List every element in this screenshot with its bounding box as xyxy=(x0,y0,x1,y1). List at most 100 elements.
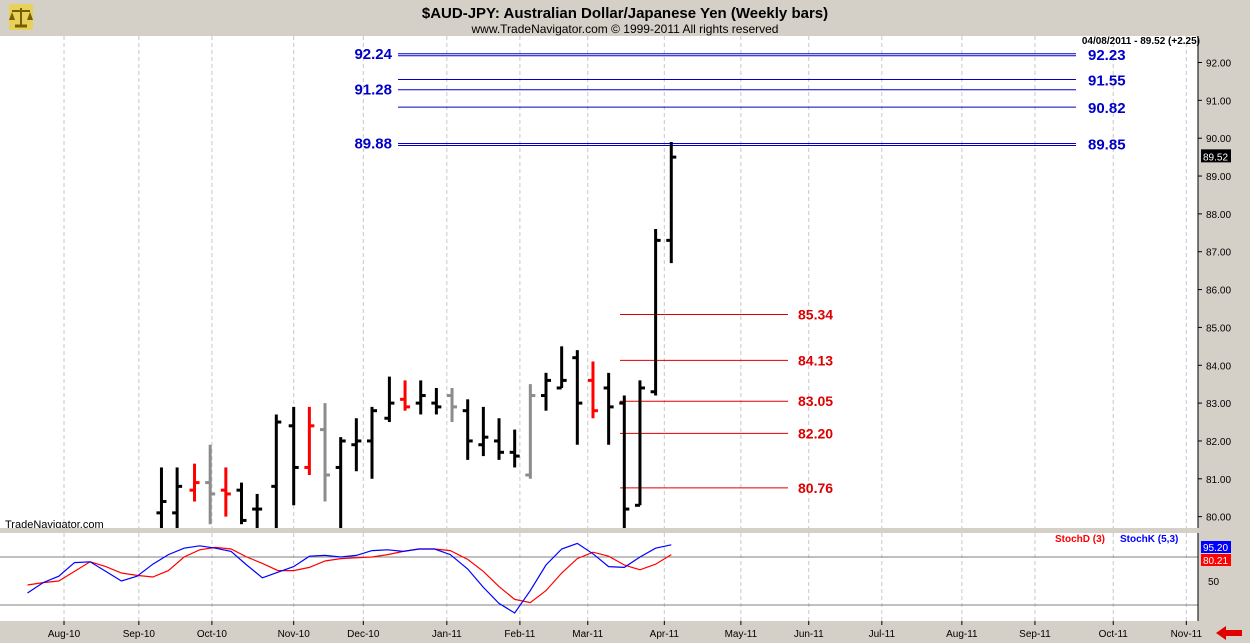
x-tick-label: Jun-11 xyxy=(794,629,824,640)
fib-label-red: 85.34 xyxy=(798,307,833,323)
price-bar xyxy=(320,403,331,502)
price-bar xyxy=(509,429,520,468)
y-tick-label: 86.00 xyxy=(1206,286,1231,297)
stochastic-plot-area[interactable] xyxy=(0,533,1198,621)
x-tick-label: Mar-11 xyxy=(572,629,603,640)
price-bar xyxy=(587,361,598,419)
price-bar xyxy=(400,380,411,411)
x-tick-label: Dec-10 xyxy=(347,629,380,640)
price-axis: 80.00 81.00 82.00 83.00 84.00 85.00 86.00 87.00… xyxy=(1197,36,1231,528)
price-bar xyxy=(189,463,200,502)
price-bar xyxy=(156,467,167,528)
stochastic-lines xyxy=(27,542,672,614)
title-bar xyxy=(0,0,1250,36)
stochastic-axis: 50 StochD (3) StochK (5,3) 95.20 80.21 xyxy=(1055,533,1231,621)
fib-label-red: 84.13 xyxy=(798,352,833,368)
pane-splitter[interactable] xyxy=(0,528,1250,533)
price-bar xyxy=(572,350,583,445)
stoch-series-line xyxy=(27,546,672,604)
x-tick-label: Oct-10 xyxy=(197,629,227,640)
price-bar xyxy=(304,406,315,476)
price-bar xyxy=(541,372,551,411)
fibonacci-levels: 92.24 92.23 91.55 91.28 90.82 89.88 89.85 85.34… xyxy=(354,46,1125,496)
fib-label-left: 91.28 xyxy=(354,82,392,99)
price-bar xyxy=(415,380,426,415)
fib-label-red: 80.76 xyxy=(798,480,833,496)
x-tick-label: Nov-11 xyxy=(1171,629,1203,640)
chart-subtitle: www.TradeNavigator.com © 1999-2011 All r… xyxy=(471,22,779,36)
price-bar xyxy=(634,380,645,507)
price-bar xyxy=(205,444,216,525)
y-tick-label: 87.00 xyxy=(1206,248,1231,259)
price-bar xyxy=(478,406,489,457)
stoch-series-line xyxy=(27,542,672,614)
fib-label-right: 92.23 xyxy=(1088,47,1126,64)
price-grid xyxy=(63,36,1187,528)
price-bar xyxy=(252,493,263,528)
stochk-value-label: 95.20 xyxy=(1203,543,1228,554)
y-tick-label: 83.00 xyxy=(1206,399,1231,410)
price-bar xyxy=(619,395,630,528)
last-price-marker xyxy=(1201,149,1231,163)
price-bar xyxy=(172,467,183,528)
stochk-value-marker xyxy=(1201,541,1231,553)
price-bar xyxy=(367,406,377,479)
stoch-y-label: 50 xyxy=(1208,577,1220,588)
stochd-value-label: 80.21 xyxy=(1203,556,1228,567)
x-tick-label: Jul-11 xyxy=(869,629,896,640)
price-bar xyxy=(271,414,282,528)
y-tick-label: 81.00 xyxy=(1206,475,1231,486)
price-bar xyxy=(447,387,458,423)
price-bar xyxy=(384,376,395,423)
price-bar xyxy=(288,406,299,506)
y-tick-label: 88.00 xyxy=(1206,210,1231,221)
x-tick-label: Sep-11 xyxy=(1019,629,1051,640)
price-bar xyxy=(650,229,661,396)
price-bar xyxy=(556,346,567,390)
left-arrow-icon[interactable] xyxy=(1212,625,1246,641)
x-tick-label: Aug-10 xyxy=(48,629,81,640)
fib-label-red: 82.20 xyxy=(798,425,833,441)
price-bar xyxy=(335,437,346,528)
price-bar xyxy=(236,482,247,525)
x-tick-label: Jan-11 xyxy=(432,629,462,640)
time-axis: Aug-10 Sep-10 Oct-10 Nov-10 Dec-10 Jan-11 Feb-… xyxy=(48,621,1203,640)
x-tick-label: Feb-11 xyxy=(504,629,535,640)
y-tick-label: 89.00 xyxy=(1206,172,1231,183)
y-tick-label: 85.00 xyxy=(1206,323,1231,334)
x-tick-label: Apr-11 xyxy=(650,629,680,640)
y-tick-label: 90.00 xyxy=(1206,134,1231,145)
price-bar xyxy=(666,141,677,264)
legend-stochd: StochD (3) xyxy=(1055,534,1105,545)
price-bar xyxy=(431,387,442,415)
price-plot-area[interactable] xyxy=(0,36,1198,528)
price-bar xyxy=(603,372,614,445)
price-bar xyxy=(351,418,362,472)
fib-label-right: 89.85 xyxy=(1088,136,1126,153)
price-bar xyxy=(220,467,231,517)
y-tick-label: 80.00 xyxy=(1206,513,1231,524)
y-tick-label: 82.00 xyxy=(1206,437,1231,448)
x-tick-label: Sep-10 xyxy=(123,629,156,640)
scales-icon xyxy=(9,4,33,30)
last-price-label: 89.52 xyxy=(1203,152,1228,163)
x-tick-label: May-11 xyxy=(725,629,758,640)
x-tick-label: Oct-11 xyxy=(1099,629,1129,640)
x-tick-label: Nov-10 xyxy=(278,629,311,640)
price-bar xyxy=(525,384,536,479)
fib-label-right: 91.55 xyxy=(1088,73,1126,90)
y-tick-label: 91.00 xyxy=(1206,96,1231,107)
price-bar xyxy=(494,418,505,460)
chart-title: $AUD-JPY: Australian Dollar/Japanese Yen… xyxy=(422,5,828,22)
fib-label-red: 83.05 xyxy=(798,393,833,409)
stochastic-grid xyxy=(0,533,1198,621)
fib-label-left: 92.24 xyxy=(354,46,392,63)
x-tick-label: Aug-11 xyxy=(946,629,978,640)
stochd-value-marker xyxy=(1201,554,1231,566)
fib-label-left: 89.88 xyxy=(354,135,392,152)
legend-stochk: StochK (5,3) xyxy=(1120,534,1178,545)
status-readout: 04/08/2011 - 89.52 (+2.25) xyxy=(1082,36,1200,47)
fib-label-right: 90.82 xyxy=(1088,100,1126,117)
y-tick-label: 84.00 xyxy=(1206,361,1231,372)
